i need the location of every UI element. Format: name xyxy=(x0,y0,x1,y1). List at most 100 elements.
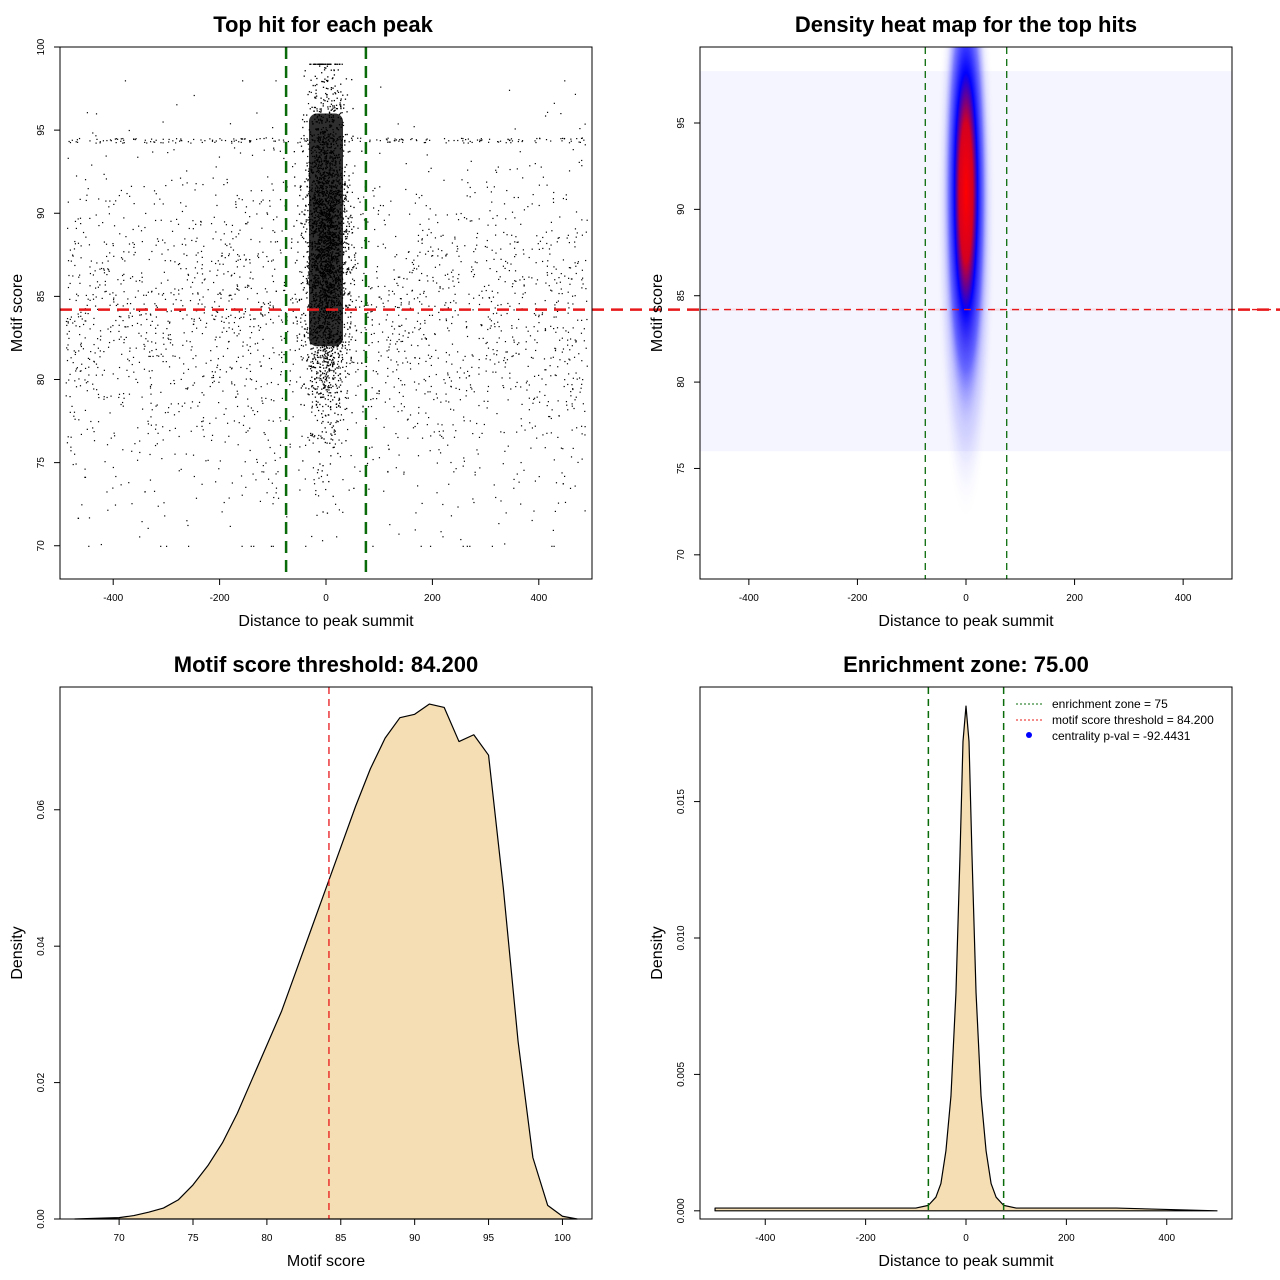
scatter-point xyxy=(492,371,494,373)
scatter-point xyxy=(214,301,216,303)
scatter-point xyxy=(231,274,233,276)
scatter-point xyxy=(77,517,80,519)
scatter-point xyxy=(577,319,579,321)
scatter-point xyxy=(345,215,347,218)
scatter-point xyxy=(516,473,518,475)
scatter-point xyxy=(105,155,107,157)
scatter-point xyxy=(86,112,89,114)
scatter-point xyxy=(567,339,569,341)
scatter-point xyxy=(345,273,348,275)
scatter-point xyxy=(481,139,483,141)
scatter-point xyxy=(417,485,419,487)
scatter-point xyxy=(109,412,111,414)
scatter-point xyxy=(425,412,427,414)
scatter-point xyxy=(230,231,233,233)
scatter-point xyxy=(304,266,306,269)
scatter-point xyxy=(330,109,332,111)
scatter-point xyxy=(204,278,206,280)
scatter-point xyxy=(201,332,204,335)
scatter-point xyxy=(355,394,357,396)
scatter-point xyxy=(344,263,346,265)
scatter-point xyxy=(172,303,174,305)
scatter-point xyxy=(388,349,390,351)
scatter-point xyxy=(536,341,538,344)
scatter-point xyxy=(325,67,327,69)
scatter-point xyxy=(282,181,285,183)
scatter-point xyxy=(74,243,77,245)
scatter-point xyxy=(417,255,419,257)
scatter-point xyxy=(409,368,412,370)
scatter-point xyxy=(315,381,318,384)
scatter-point xyxy=(137,290,139,292)
scatter-point xyxy=(350,323,352,325)
scatter-point xyxy=(480,138,482,140)
scatter-point xyxy=(347,316,349,318)
scatter-point xyxy=(448,376,451,379)
scatter-point xyxy=(127,358,129,360)
scatter-point xyxy=(397,436,399,439)
scatter-point xyxy=(579,391,581,393)
scatter-point xyxy=(307,337,309,339)
scatter-point xyxy=(572,377,574,379)
scatter-point xyxy=(193,94,195,97)
scatter-point xyxy=(250,238,252,241)
scatter-point xyxy=(190,286,192,288)
scatter-point xyxy=(445,361,448,363)
scatter-point xyxy=(459,399,461,401)
scatter-point xyxy=(320,374,322,376)
scatter-point xyxy=(487,347,490,349)
scatter-point xyxy=(378,296,380,298)
scatter-point xyxy=(292,391,294,393)
scatter-point xyxy=(112,466,114,469)
scatter-point xyxy=(263,303,266,305)
scatter-point xyxy=(195,355,197,357)
scatter-point xyxy=(249,314,251,316)
scatter-point xyxy=(131,315,133,317)
scatter-point xyxy=(546,274,549,276)
scatter-point xyxy=(337,356,340,359)
scatter-point xyxy=(315,403,318,406)
scatter-point xyxy=(434,333,436,335)
scatter-point xyxy=(326,96,328,98)
scatter-point xyxy=(305,545,307,547)
scatter-point xyxy=(135,138,137,140)
scatter-point xyxy=(326,391,328,393)
scatter-point xyxy=(120,138,122,140)
scatter-point xyxy=(65,382,67,384)
scatter-point xyxy=(217,358,219,360)
scatter-point xyxy=(273,352,275,354)
scatter-point xyxy=(103,396,105,398)
scatter-point xyxy=(435,373,437,376)
scatter-point xyxy=(211,377,213,379)
scatter-point xyxy=(178,411,180,413)
scatter-point xyxy=(436,462,438,464)
scatter-point xyxy=(357,262,359,265)
scatter-point xyxy=(272,127,274,129)
scatter-point xyxy=(501,377,503,379)
scatter-point xyxy=(324,348,326,350)
scatter-point xyxy=(225,224,228,226)
scatter-point xyxy=(396,361,398,363)
scatter-point xyxy=(312,63,315,65)
scatter-point xyxy=(541,313,543,316)
scatter-point xyxy=(496,341,498,344)
scatter-point xyxy=(382,302,384,304)
scatter-point xyxy=(348,175,350,177)
scatter-point xyxy=(515,352,517,354)
scatter-point xyxy=(554,307,556,309)
scatter-point xyxy=(567,331,570,333)
scatter-point xyxy=(300,321,302,323)
scatter-point xyxy=(507,302,509,305)
scatter-point xyxy=(318,434,320,437)
scatter-point xyxy=(249,262,251,264)
scatter-point xyxy=(237,325,240,327)
scatter-point xyxy=(310,434,312,436)
scatter-point xyxy=(296,335,298,337)
scatter-point xyxy=(463,460,465,462)
scatter-point xyxy=(345,164,348,166)
scatter-point xyxy=(245,258,247,260)
scatter-point xyxy=(336,107,338,110)
scatter-point xyxy=(343,107,345,109)
scatter-point xyxy=(305,277,308,280)
scatter-point xyxy=(307,265,309,267)
